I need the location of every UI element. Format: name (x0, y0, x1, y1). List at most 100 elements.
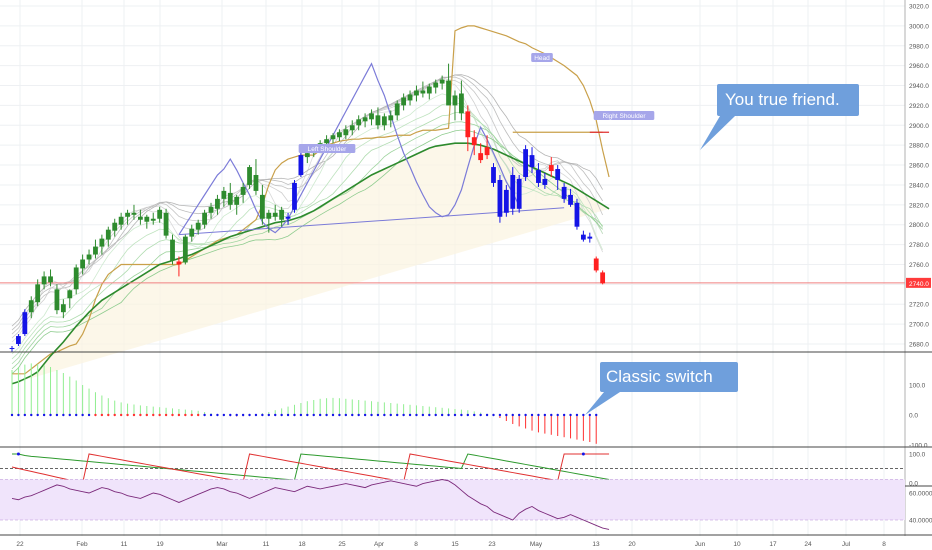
histogram-zero-dot (351, 413, 354, 417)
histogram-zero-dot (87, 413, 91, 417)
histogram-zero-dot (145, 413, 149, 417)
candle-body (60, 304, 66, 313)
histogram-zero-dot (575, 413, 579, 417)
histogram-zero-dot (537, 413, 540, 417)
candle-body (561, 186, 567, 199)
p3-y-tick-label: 0.0 (909, 481, 918, 488)
x-tick-label: 17 (769, 541, 777, 548)
p3-cross-dot (16, 452, 20, 456)
histogram-zero-dot (415, 413, 418, 417)
candle-body (465, 111, 471, 138)
candle-body (112, 222, 118, 231)
x-tick-label: Jul (842, 541, 851, 548)
histogram-zero-dot (421, 413, 425, 417)
histogram-zero-dot (152, 413, 155, 417)
candle-body (131, 212, 137, 215)
histogram-zero-dot (408, 413, 412, 417)
histogram-zero-dot (466, 413, 470, 417)
candle-body (41, 276, 47, 285)
histogram-zero-dot (344, 413, 348, 417)
candle-body (356, 119, 362, 126)
candle-body (170, 239, 175, 261)
x-tick-label: 22 (16, 541, 24, 548)
histogram-zero-dot (209, 413, 213, 417)
candle-body (420, 90, 426, 94)
p3-y-tick-label: 100.0 (909, 452, 926, 459)
candle-body (426, 86, 432, 94)
x-tick-label: 11 (121, 541, 128, 548)
y-tick-label: 2700.0 (909, 322, 929, 329)
histogram-zero-dot (363, 413, 367, 417)
candle-body (144, 216, 150, 222)
callout-classic-switch: Classic switch (600, 362, 738, 392)
histogram-zero-dot (498, 413, 502, 417)
histogram-zero-dot (485, 413, 489, 417)
candle-body (452, 95, 458, 106)
candle-body (253, 175, 259, 191)
histogram-zero-dot (196, 413, 200, 417)
x-tick-label: 20 (628, 541, 636, 548)
p3-series-line-0 (12, 453, 610, 481)
histogram-zero-dot (306, 413, 309, 417)
candle-body (272, 212, 278, 217)
histogram-zero-dot (261, 413, 264, 417)
green-ma-line-2 (11, 111, 603, 365)
candle-body (414, 90, 419, 96)
x-tick-label: Jun (695, 541, 706, 548)
histogram-zero-dot (190, 413, 193, 417)
pattern-label-bg (298, 144, 356, 153)
price-label-text: 2740.0 (909, 281, 929, 288)
candle-body (362, 117, 368, 122)
candle-body (247, 167, 252, 185)
histogram-zero-dot (511, 413, 514, 417)
histogram-zero-dot (524, 413, 527, 417)
gray-ma-line-4 (11, 74, 603, 327)
candle-body (401, 97, 407, 106)
histogram-zero-dot (177, 413, 181, 417)
histogram-zero-dot (132, 413, 136, 417)
p2-y-tick-label: 0.0 (909, 413, 918, 420)
histogram-zero-dot (267, 413, 270, 417)
green-ma-line-1 (11, 102, 603, 360)
candle-body (298, 155, 304, 175)
candle-body (555, 169, 561, 180)
candle-body (215, 198, 220, 209)
candle-body (478, 153, 484, 161)
candle-body (182, 236, 188, 263)
histogram-zero-dot (62, 413, 65, 417)
pattern-label-bg (531, 53, 553, 62)
pattern-label-bg (593, 111, 655, 120)
y-tick-label: 2920.0 (909, 103, 929, 110)
candle-body (48, 276, 53, 283)
y-tick-label: 2980.0 (909, 43, 929, 50)
candle-body (439, 79, 445, 84)
histogram-zero-dot (447, 413, 450, 417)
x-tick-label: 10 (733, 541, 741, 548)
histogram-zero-dot (530, 413, 534, 417)
x-tick-label: Feb (76, 541, 88, 548)
candle-body (324, 139, 329, 144)
histogram-zero-dot (569, 413, 572, 417)
histogram-zero-dot (55, 413, 59, 417)
p2-y-tick-label: 100.0 (909, 383, 926, 390)
candle-body (9, 347, 15, 349)
histogram-zero-dot (357, 413, 360, 417)
x-tick-label: 15 (451, 541, 459, 548)
pattern-label-text: Head (534, 55, 550, 62)
histogram-zero-dot (203, 413, 206, 417)
histogram-zero-dot (473, 413, 476, 417)
candle-body (349, 125, 355, 131)
candle-body (150, 218, 156, 221)
p2-y-tick-label: -100.0 (909, 443, 928, 450)
histogram-zero-dot (10, 413, 14, 417)
candle-body (548, 165, 554, 172)
candle-body (337, 132, 342, 138)
gray-ma-line-3 (11, 74, 603, 331)
x-tick-label: 24 (804, 541, 812, 548)
histogram-zero-dot (164, 413, 168, 417)
y-tick-label: 2860.0 (909, 163, 929, 170)
histogram-zero-dot (49, 413, 52, 417)
green-ma-line-4 (11, 129, 603, 375)
candle-body (227, 192, 233, 205)
